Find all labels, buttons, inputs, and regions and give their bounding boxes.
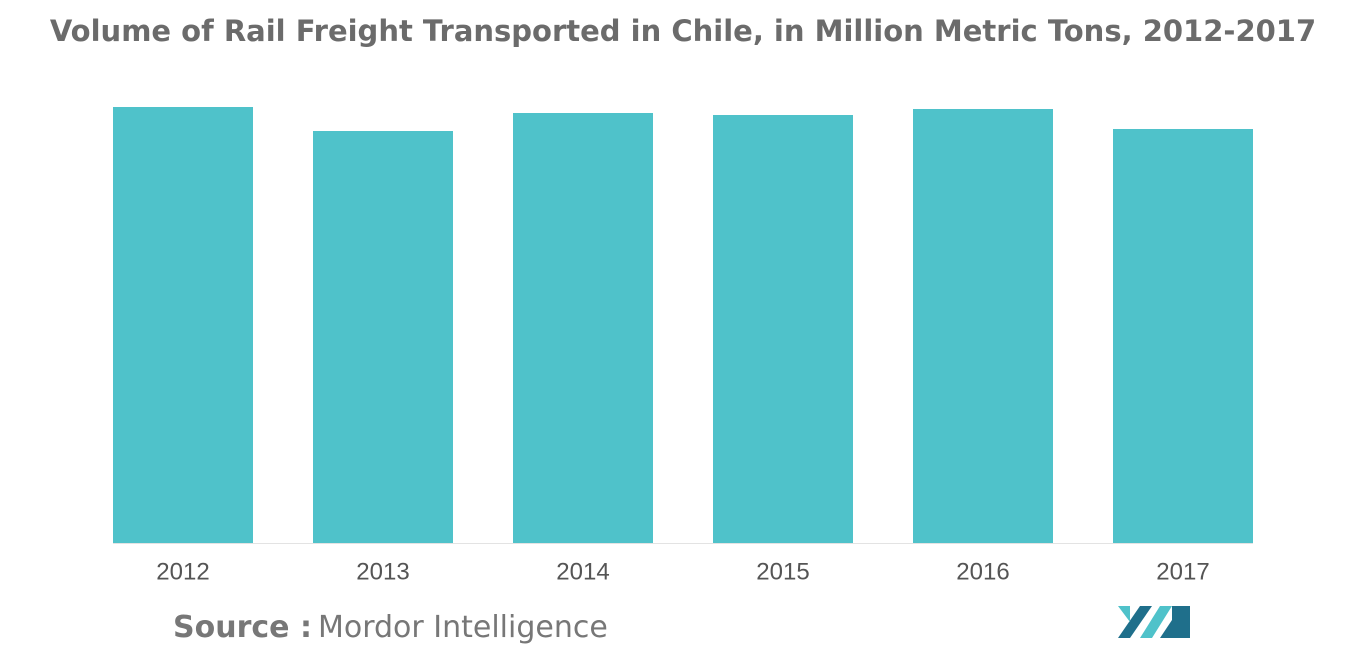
x-tick-label: 2017 [1156,558,1209,585]
source-label: Source : [173,610,312,645]
x-tick-label: 2014 [556,558,609,585]
bar [1113,129,1253,543]
x-tick-label: 2012 [156,558,209,585]
x-tick-label: 2016 [956,558,1009,585]
x-tick-label: 2013 [356,558,409,585]
bar [313,131,453,543]
bar [513,113,653,543]
source: Source : Mordor Intelligence [173,610,608,645]
bar [713,115,853,543]
bar [913,109,1053,543]
source-name: Mordor Intelligence [318,610,608,645]
x-tick-label: 2015 [756,558,809,585]
bar [113,107,253,543]
logo [1118,606,1190,638]
chart-title: Volume of Rail Freight Transported in Ch… [50,14,1316,48]
